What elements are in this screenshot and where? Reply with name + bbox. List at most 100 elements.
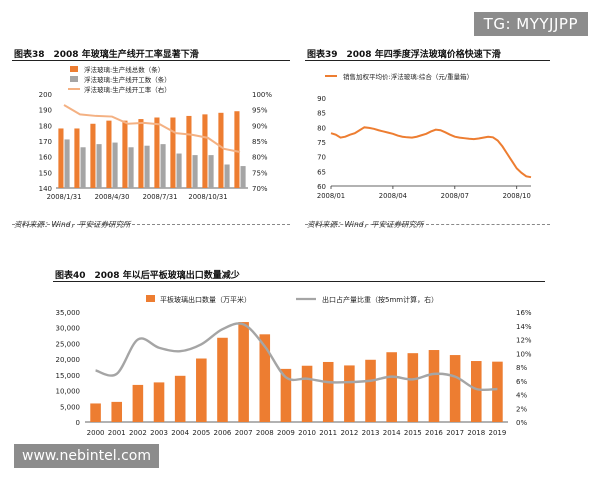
chart40-bar-export [111, 401, 123, 422]
chart40-bar-export [259, 334, 271, 422]
chart38-bar-running [160, 144, 166, 188]
chart40-legend-label: 平板玻璃出口数量（万平米） [160, 295, 251, 304]
chart40-x-tick-label: 2017 [446, 429, 464, 437]
chart40-y2-tick-label: 0% [516, 419, 527, 427]
chart40-bar-export [492, 361, 503, 422]
chart38-y2-tick-label: 85% [252, 138, 268, 146]
chart38-bottom-rule [12, 224, 290, 225]
chart38-bar-total [154, 117, 160, 188]
chart39-title: 图表39 2008 年四季度浮法玻璃价格快速下滑 [307, 50, 501, 60]
chart40-y-tick-label: 30,000 [56, 325, 81, 333]
chart40-legend-swatch [146, 295, 155, 302]
chart38-x-tick-label: 2008/7/31 [143, 193, 178, 201]
chart40-bar-export [344, 365, 355, 422]
chart38-line-rate [63, 104, 241, 153]
chart40-x-tick-label: 2010 [298, 429, 316, 437]
chart40-x-tick-label: 2019 [489, 429, 507, 437]
chart40: 平板玻璃出口数量（万平米） 出口占产量比重（按5mm计算，右） 0 5,000 10,0… [56, 295, 532, 437]
chart38-x-tick-label: 2008/4/30 [95, 193, 130, 201]
chart40-bar-export [322, 361, 334, 422]
chart38-title: 图表38 2008 年玻璃生产线开工率显著下滑 [14, 50, 199, 60]
chart40-x-tick-label: 2016 [425, 429, 443, 437]
chart40-x-tick-label: 2002 [129, 429, 147, 437]
chart38-bar-running [192, 155, 198, 188]
chart40-y-tick-label: 35,000 [56, 309, 81, 317]
chart39-y-tick-label: 85 [317, 110, 326, 118]
chart39: 销售加权平均价:浮法玻璃:综合（元/重量箱） 60 65 70 75 80 85 90 2008… [317, 72, 532, 200]
chart40-bar-export [365, 359, 376, 422]
chart38-legend-label: 浮法玻璃:生产线总数（条） [84, 65, 164, 74]
chart38-bar-running [240, 166, 246, 188]
chart40-x-tick-label: 2011 [319, 429, 337, 437]
chart40-y2-tick-label: 6% [516, 378, 527, 386]
chart38-bar-total [186, 115, 192, 188]
chart38-bar-running [64, 139, 70, 188]
chart40-x-tick-label: 2000 [87, 429, 105, 437]
chart38-bar-running [224, 164, 230, 188]
chart38-bar-total [122, 120, 128, 188]
chart39-y-tick-label: 70 [317, 154, 326, 162]
chart38-bar-total [74, 128, 80, 188]
chart40-y2-tick-label: 10% [516, 350, 532, 358]
chart40-bar-export [132, 384, 144, 422]
chart40-line-ratio [95, 322, 498, 392]
watermark-tg: TG: MYYJJPP [473, 12, 588, 36]
chart38-source: 资料来源：Wind，平安证券研究所 [14, 220, 131, 229]
chart40-y2-tick-label: 14% [516, 323, 532, 331]
chart38-bar-total [90, 123, 96, 188]
chart40-x-tick-label: 2014 [383, 429, 401, 437]
chart38-bar-running [144, 145, 150, 188]
chart38-y-tick-label: 180 [39, 122, 52, 130]
chart40-x-tick-label: 2018 [467, 429, 485, 437]
chart38-bar-total [58, 128, 64, 188]
chart38: 浮法玻璃:生产线总数（条）浮法玻璃:生产线开工数（条）浮法玻璃:生产线开工率（右… [39, 65, 273, 201]
chart40-bar-export [428, 350, 440, 422]
chart40-y-tick-label: 25,000 [56, 340, 81, 348]
chart38-y2-tick-label: 100% [252, 91, 272, 99]
chart38-x-tick-label: 2008/10/31 [188, 193, 227, 201]
chart38-bar-running [80, 147, 86, 188]
chart40-bar-export [238, 322, 249, 422]
chart38-y-tick-label: 200 [39, 91, 52, 99]
chart39-y-tick-label: 75 [317, 139, 326, 147]
chart40-x-tick-label: 2006 [214, 429, 232, 437]
chart38-y2-tick-label: 80% [252, 154, 268, 162]
chart38-bar-total [234, 111, 240, 188]
chart38-y-tick-label: 140 [39, 185, 52, 193]
chart39-x-tick-label: 2008/10 [503, 192, 531, 200]
chart38-top-rule [12, 60, 290, 61]
chart40-y-tick-label: 5,000 [60, 403, 80, 411]
chart40-y2-tick-label: 12% [516, 337, 532, 345]
chart38-bar-total [106, 120, 112, 188]
chart38-y-tick-label: 160 [39, 154, 52, 162]
chart40-x-tick-label: 2003 [150, 429, 168, 437]
chart38-bar-total [202, 114, 208, 188]
chart40-bar-export [90, 403, 101, 422]
chart40-bar-export [217, 337, 228, 422]
chart38-y-tick-label: 150 [39, 169, 52, 177]
chart39-y-tick-label: 90 [317, 95, 326, 103]
chart39-x-tick-label: 2008/07 [441, 192, 469, 200]
chart38-bar-running [96, 144, 102, 188]
chart38-y2-tick-label: 90% [252, 122, 268, 130]
chart40-bar-export [174, 375, 186, 422]
chart39-x-tick-label: 2008/01 [317, 192, 345, 200]
chart40-bar-export [196, 358, 207, 422]
chart38-bar-total [138, 119, 144, 188]
chart40-top-rule [53, 281, 545, 282]
chart39-source: 资料来源：Wind，平安证券研究所 [307, 220, 424, 229]
chart38-y2-tick-label: 70% [252, 185, 268, 193]
watermark-site: www.nebintel.com [14, 444, 159, 468]
chart38-bar-total [218, 112, 224, 188]
chart40-x-tick-label: 2001 [108, 429, 126, 437]
chart38-bar-running [128, 147, 134, 188]
chart38-legend-swatch [70, 66, 78, 72]
chart40-x-tick-label: 2008 [256, 429, 274, 437]
chart40-bar-export [301, 365, 313, 422]
chart40-y-tick-label: 15,000 [56, 372, 81, 380]
chart40-y-tick-label: 10,000 [56, 388, 81, 396]
chart40-x-tick-label: 2009 [277, 429, 295, 437]
chart40-y2-tick-label: 4% [516, 392, 527, 400]
chart40-bar-export [407, 353, 419, 422]
chart40-y2-tick-label: 16% [516, 309, 532, 317]
